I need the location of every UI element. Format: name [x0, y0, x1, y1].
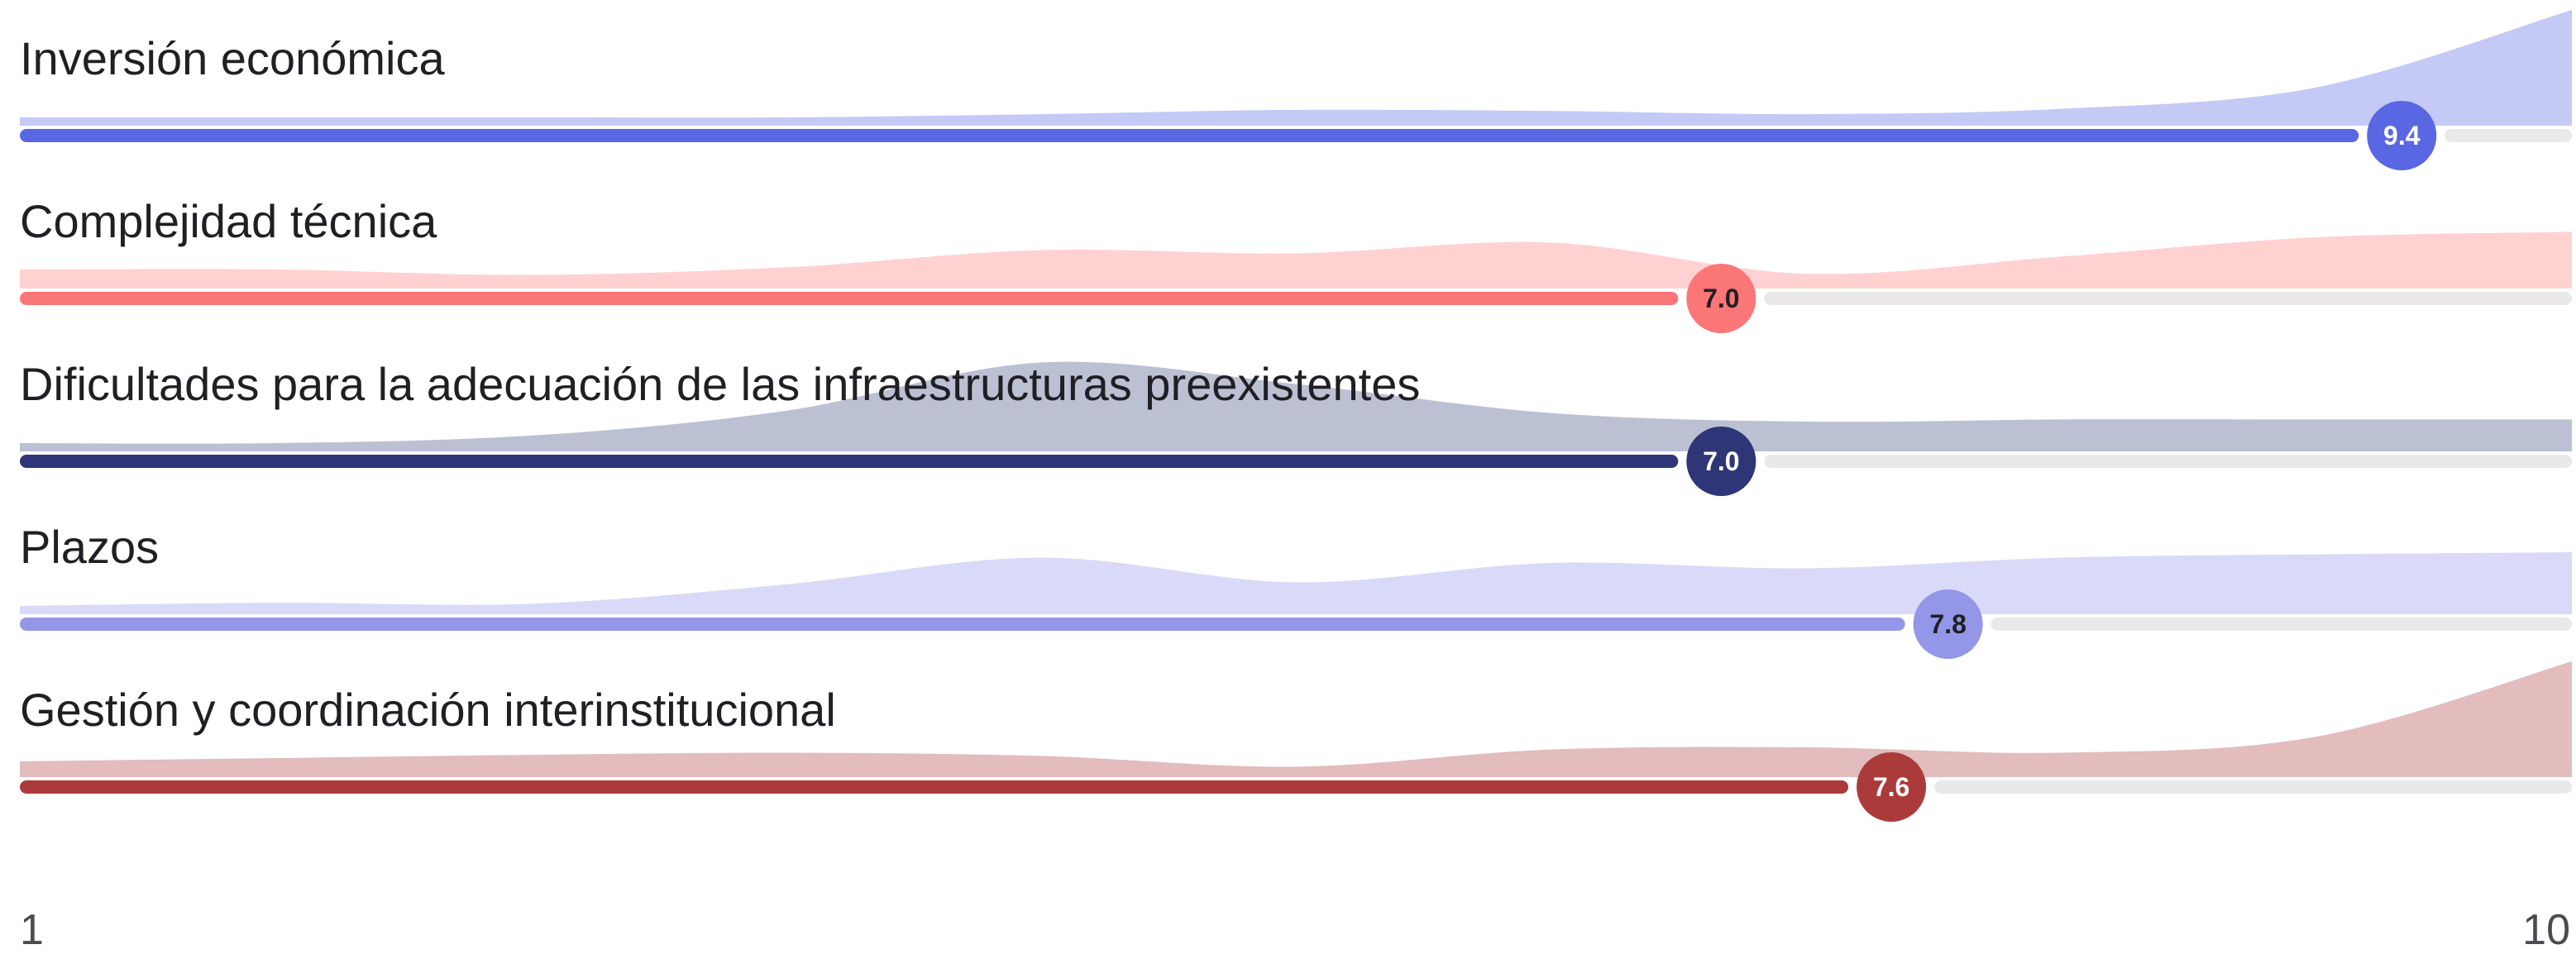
bar-track	[1934, 780, 2572, 794]
category-label: Plazos	[20, 521, 159, 573]
value-label: 7.8	[1929, 609, 1966, 639]
value-label: 7.0	[1703, 446, 1739, 476]
distribution-area	[20, 552, 2572, 614]
category-label: Dificultades para la adecuación de las i…	[20, 358, 1420, 410]
distribution-area	[20, 661, 2572, 777]
distribution-area	[20, 10, 2572, 126]
category-label: Gestión y coordinación interinstituciona…	[20, 684, 836, 736]
bar-fill	[20, 292, 1679, 305]
bar-track	[1764, 455, 2572, 468]
value-label: 7.6	[1873, 772, 1909, 802]
x-tick-label: 10	[2522, 906, 2570, 954]
distribution-area	[20, 231, 2572, 289]
bar-row: Inversión económica 9.4	[20, 10, 2572, 170]
bar-fill	[20, 780, 1849, 794]
value-marker	[1913, 589, 1983, 659]
category-label: Inversión económica	[20, 32, 445, 84]
category-label: Complejidad técnica	[20, 195, 437, 247]
value-marker	[1857, 752, 1927, 822]
bar-row: Gestión y coordinación interinstituciona…	[20, 661, 2572, 822]
bar-fill	[20, 455, 1679, 468]
value-label: 9.4	[2383, 121, 2421, 150]
distribution-area	[20, 361, 2572, 451]
bar-track	[2445, 129, 2572, 142]
bar-track	[1991, 618, 2572, 631]
bar-row: Complejidad técnica 7.0	[20, 195, 2572, 333]
x-tick-label: 1	[20, 906, 44, 954]
value-label: 7.0	[1703, 284, 1739, 313]
value-marker	[1686, 264, 1756, 333]
value-marker	[2367, 101, 2437, 170]
bar-row: Dificultades para la adecuación de las i…	[20, 358, 2572, 496]
bar-fill	[20, 618, 1905, 631]
bar-row: Plazos 7.8	[20, 521, 2572, 659]
value-marker	[1686, 427, 1756, 496]
bar-fill	[20, 129, 2359, 142]
bar-track	[1764, 292, 2572, 305]
